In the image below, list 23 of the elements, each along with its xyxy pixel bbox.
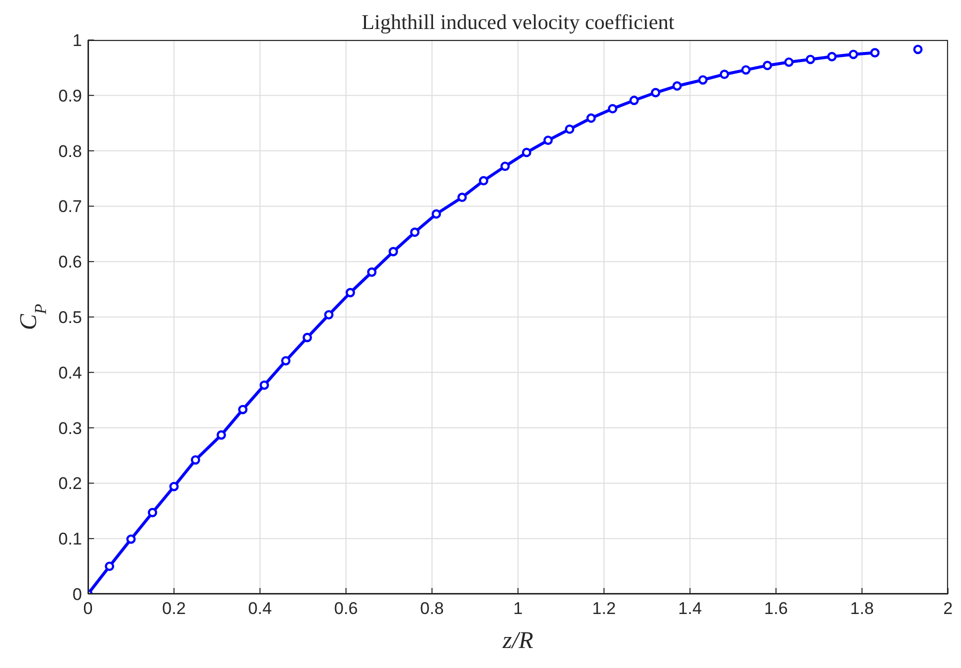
y-tick-label: 0.3 [58,418,82,438]
y-tick-label: 0.4 [58,363,82,382]
y-tick-label: 0.8 [58,142,82,161]
y-tick-label: 0.7 [58,197,82,216]
y-tick-label: 0.5 [58,308,82,328]
y-tick-label: 0 [72,585,82,604]
x-tick-label: 1.4 [678,599,702,618]
x-tick-label: 1.6 [764,599,788,618]
chart-title: Lighthill induced velocity coefficient [360,10,676,35]
y-tick-label: 0.6 [58,252,82,272]
x-tick-label: 0.2 [162,599,186,618]
x-tick-label: 1 [513,599,523,618]
x-tick-label: 2 [943,599,953,618]
x-tick-label: 0.6 [334,599,358,618]
y-tick-label: 0.1 [58,530,82,549]
x-tick-label: 0.4 [248,599,272,618]
x-axis-title: z/R [502,628,534,654]
x-tick-label: 0.8 [420,599,444,618]
y-tick-label: 0.9 [58,86,82,106]
y-tick-label: 0.2 [58,474,82,494]
x-tick-label: 1.8 [850,599,874,618]
y-tick-label: 1 [72,31,82,50]
x-tick-label: 1.2 [592,599,616,618]
